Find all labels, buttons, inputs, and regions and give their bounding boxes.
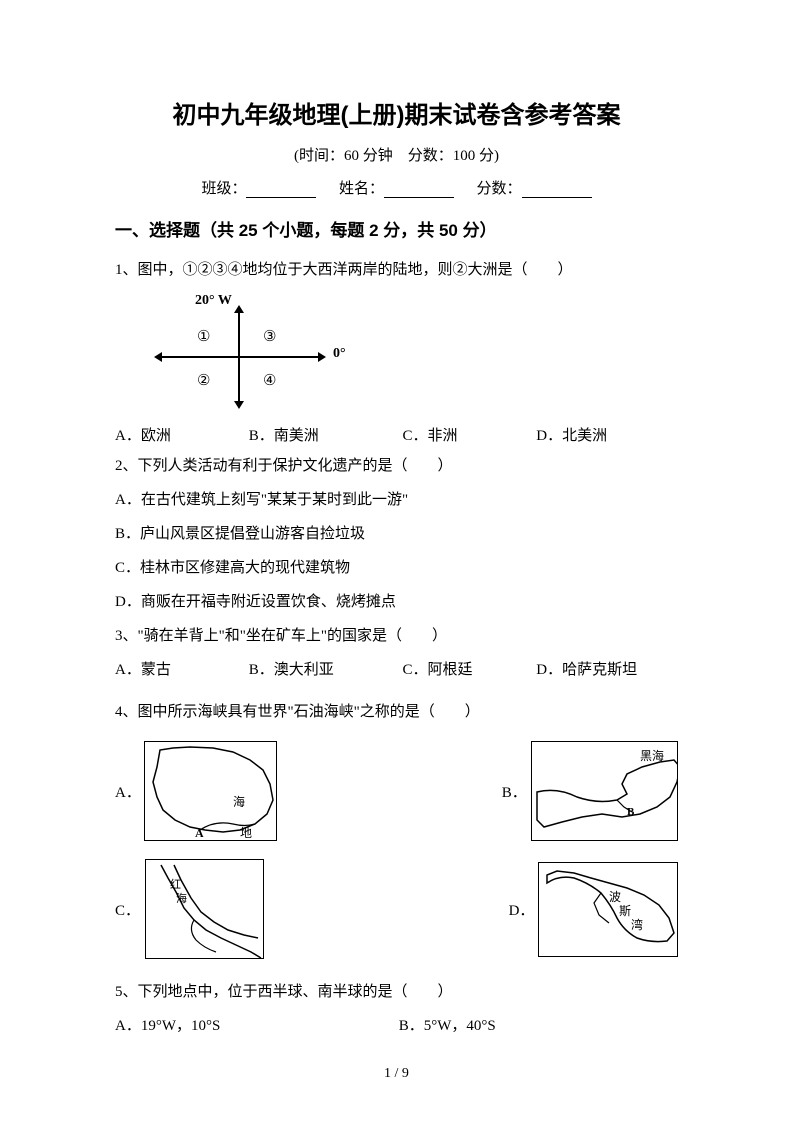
- q4b-text: 黑海: [640, 748, 664, 763]
- q5-opt-b: B．5°W，40°S: [399, 1011, 496, 1041]
- q1-horizontal-axis: [160, 356, 320, 358]
- q4a-letter: A: [195, 826, 204, 840]
- q4-label-a: A．: [115, 781, 144, 802]
- q3-text: 3、"骑在羊背上"和"坐在矿车上"的国家是（ ）: [115, 621, 678, 651]
- q4d-text-1: 波: [609, 890, 621, 904]
- q5-opt-a: A．19°W，10°S: [115, 1011, 395, 1041]
- q2-opt-a: A．在古代建筑上刻写"某某于某时到此一游": [115, 485, 678, 515]
- q4-map-d: 波 斯 湾: [538, 862, 678, 957]
- q4a-text-sea: 海: [233, 794, 245, 809]
- page-number: 1 / 9: [0, 1066, 793, 1082]
- q1-cell-3: ③: [263, 327, 276, 346]
- q2-opt-b: B．庐山风景区提倡登山游客自捡垃圾: [115, 519, 678, 549]
- q4a-text-di: 地: [240, 826, 252, 840]
- q4-text: 4、图中所示海峡具有世界"石油海峡"之称的是（ ）: [115, 697, 678, 727]
- q3-opt-d: D．哈萨克斯坦: [536, 655, 676, 685]
- class-blank[interactable]: [246, 183, 316, 198]
- score-label: 分数：: [477, 181, 522, 197]
- q4-row-cd: C． 红 海 D． 波 斯 湾: [115, 859, 678, 959]
- q2-text: 2、下列人类活动有利于保护文化遗产的是（ ）: [115, 451, 678, 481]
- q4-row-ab: A． 海 地 A B． 黑海 B: [115, 741, 678, 841]
- q1-cell-4: ④: [263, 371, 276, 390]
- page-title: 初中九年级地理(上册)期末试卷含参考答案: [115, 95, 678, 130]
- q1-cell-1: ①: [197, 327, 210, 346]
- q2-opt-c: C．桂林市区修建高大的现代建筑物: [115, 553, 678, 583]
- q4-map-b: 黑海 B: [531, 741, 678, 841]
- q4-label-b: B．: [502, 781, 531, 802]
- q2-opt-d: D．商贩在开福寺附近设置饮食、烧烤摊点: [115, 587, 678, 617]
- q1-right-label: 0°: [333, 346, 346, 362]
- q5-options: A．19°W，10°S B．5°W，40°S: [115, 1011, 678, 1041]
- q4-label-d: D．: [509, 899, 539, 920]
- q3-opt-a: A．蒙古: [115, 655, 245, 685]
- q1-diagram: 20° W 0° ① ③ ② ④: [155, 293, 678, 413]
- exam-subtitle: (时间：60 分钟 分数：100 分): [115, 144, 678, 165]
- q5-text: 5、下列地点中，位于西半球、南半球的是（ ）: [115, 977, 678, 1007]
- name-blank[interactable]: [384, 183, 454, 198]
- q4-map-c: 红 海: [145, 859, 265, 959]
- score-blank[interactable]: [522, 183, 592, 198]
- q1-opt-a: A．欧洲: [115, 421, 245, 451]
- class-label: 班级：: [201, 181, 246, 197]
- q1-vertical-axis: [238, 311, 240, 403]
- q1-opt-b: B．南美洲: [249, 421, 399, 451]
- q1-opt-d: D．北美洲: [536, 421, 676, 451]
- q4-map-a: 海 地 A: [144, 741, 276, 841]
- q3-options: A．蒙古 B．澳大利亚 C．阿根廷 D．哈萨克斯坦: [115, 655, 678, 685]
- student-info-line: 班级： 姓名： 分数：: [115, 177, 678, 198]
- q1-opt-c: C．非洲: [403, 421, 533, 451]
- q4c-text-1: 红: [170, 878, 181, 891]
- q1-top-label: 20° W: [195, 293, 232, 309]
- q3-opt-b: B．澳大利亚: [249, 655, 399, 685]
- q3-opt-c: C．阿根廷: [403, 655, 533, 685]
- q4-label-c: C．: [115, 899, 145, 920]
- q1-options: A．欧洲 B．南美洲 C．非洲 D．北美洲: [115, 421, 678, 451]
- q4c-text-2: 海: [176, 891, 187, 905]
- q4b-letter: B: [627, 806, 635, 818]
- q1-cell-2: ②: [197, 371, 210, 390]
- q1-text: 1、图中，①②③④地均位于大西洋两岸的陆地，则②大洲是（ ）: [115, 255, 678, 285]
- name-label: 姓名：: [339, 181, 384, 197]
- q4d-text-2: 斯: [619, 904, 631, 918]
- section-1-header: 一、选择题（共 25 个小题，每题 2 分，共 50 分）: [115, 216, 678, 241]
- q4d-text-3: 湾: [631, 917, 643, 932]
